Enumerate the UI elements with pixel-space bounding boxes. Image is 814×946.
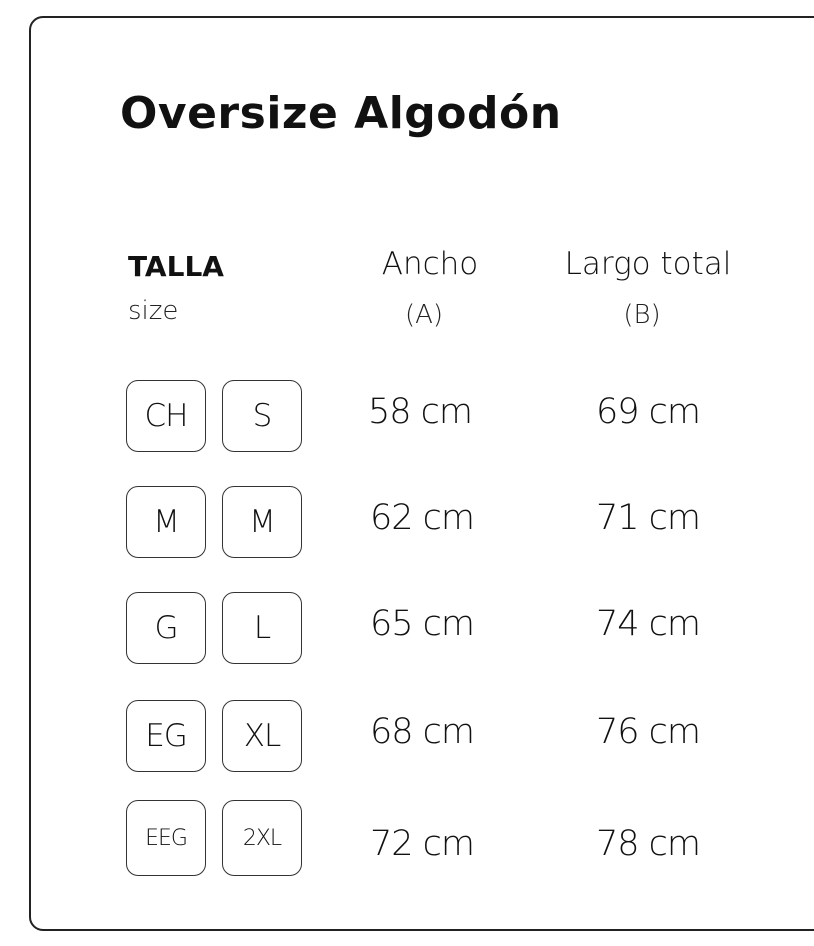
- largo-value: 76 cm: [596, 712, 701, 752]
- largo-value: 69 cm: [596, 392, 701, 432]
- size-badge-mx: EEG: [126, 800, 206, 876]
- size-chart-card: [29, 16, 814, 931]
- largo-value: 74 cm: [596, 604, 701, 644]
- page-title: Oversize Algodón: [120, 88, 562, 139]
- header-largo: Largo total: [564, 246, 732, 282]
- header-ancho-sub: (A): [404, 300, 444, 330]
- ancho-value: 58 cm: [368, 392, 473, 432]
- table-row: CH S 58 cm 69 cm: [0, 380, 814, 452]
- table-row: EG XL 68 cm 76 cm: [0, 700, 814, 772]
- size-badge-mx: CH: [126, 380, 206, 452]
- header-largo-sub: (B): [623, 300, 661, 330]
- largo-value: 78 cm: [596, 824, 701, 864]
- size-badge-us: S: [222, 380, 302, 452]
- ancho-value: 68 cm: [370, 712, 475, 752]
- table-row: M M 62 cm 71 cm: [0, 486, 814, 558]
- size-badge-us: L: [222, 592, 302, 664]
- header-talla: TALLA: [128, 250, 224, 283]
- ancho-value: 65 cm: [370, 604, 475, 644]
- largo-value: 71 cm: [596, 498, 701, 538]
- size-badge-us: XL: [222, 700, 302, 772]
- size-badge-mx: G: [126, 592, 206, 664]
- header-size: size: [128, 296, 179, 326]
- table-row: G L 65 cm 74 cm: [0, 592, 814, 664]
- ancho-value: 72 cm: [370, 824, 475, 864]
- size-badge-us: M: [222, 486, 302, 558]
- table-row: EEG 2XL 72 cm 78 cm: [0, 800, 814, 876]
- size-badge-mx: M: [126, 486, 206, 558]
- header-ancho: Ancho: [381, 246, 479, 282]
- size-badge-mx: EG: [126, 700, 206, 772]
- ancho-value: 62 cm: [370, 498, 475, 538]
- size-badge-us: 2XL: [222, 800, 302, 876]
